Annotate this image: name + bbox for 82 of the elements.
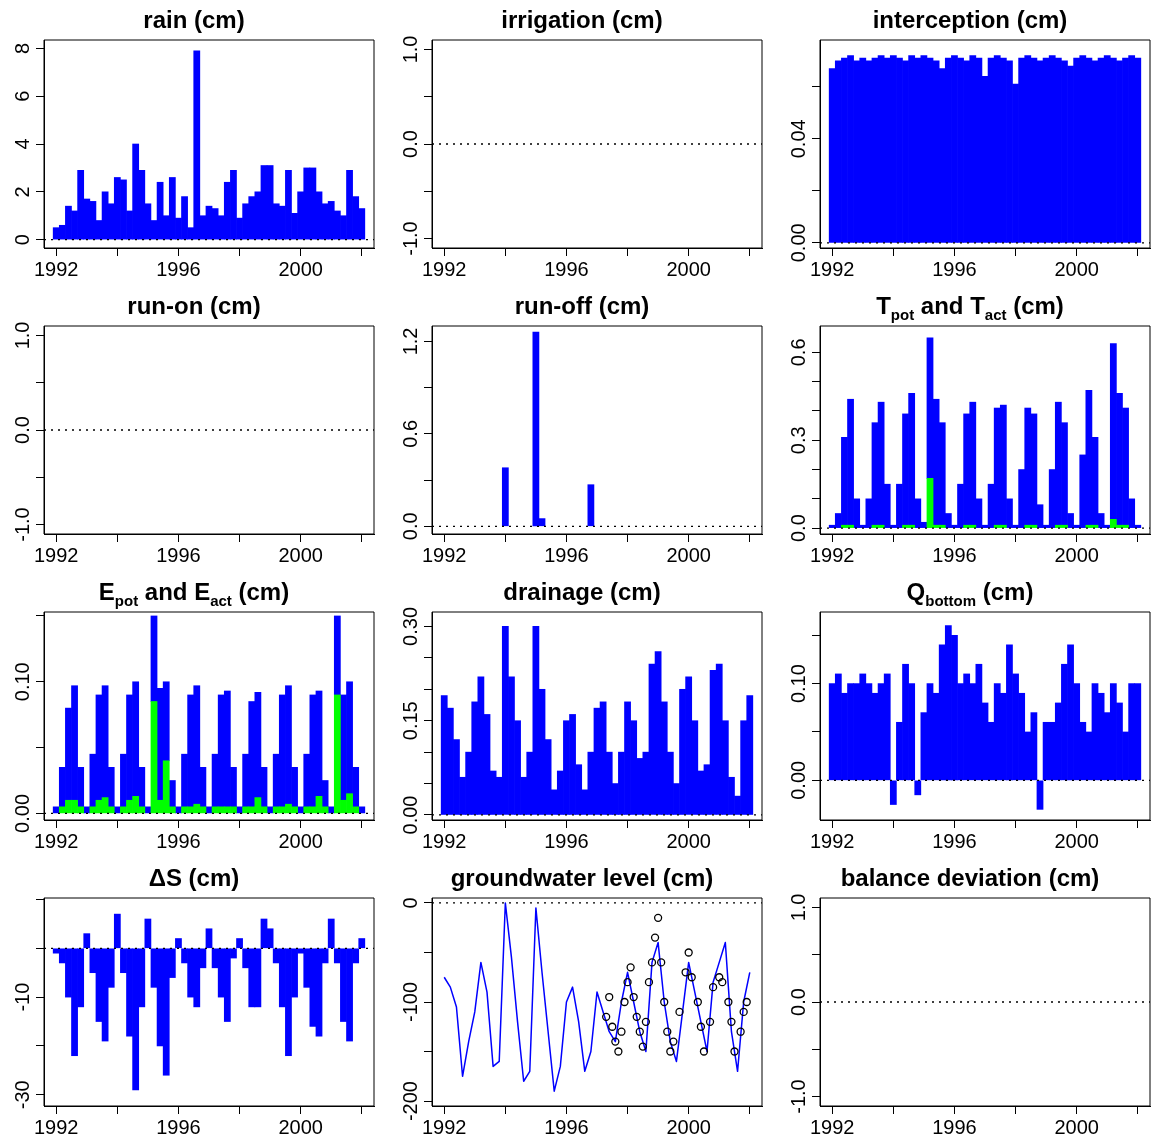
x-tick-label: 1992	[421, 1115, 467, 1138]
y-tick-label: 0.00	[10, 793, 33, 833]
y-tick-label: -30	[10, 1080, 33, 1110]
y-tick-label: -100	[398, 981, 421, 1023]
y-tick-label: 6	[10, 90, 33, 102]
y-tick-label: 0.00	[398, 795, 421, 835]
x-tick-label: 1992	[33, 543, 79, 566]
x-tick-label: 1996	[156, 543, 201, 566]
chart-title: E$_{pot}$ and E$_{act}$ (cm)	[97, 577, 291, 609]
y-tick-label: 1.0	[398, 35, 421, 64]
y-tick-label: -1.0	[10, 507, 33, 542]
x-tick-label: 1992	[421, 257, 467, 280]
chart-title: drainage (cm)	[502, 577, 662, 606]
y-tick-label: 0	[398, 897, 421, 909]
y-tick-label: 0.6	[786, 338, 809, 367]
x-tick-label: 1996	[544, 829, 589, 852]
y-tick-label: 0.6	[398, 419, 421, 448]
y-tick-label: 0.30	[398, 606, 421, 646]
x-tick-label: 2000	[1054, 257, 1099, 280]
x-tick-label: 1996	[932, 257, 977, 280]
y-tick-label: 0.10	[10, 662, 33, 702]
y-tick-label: 0.04	[786, 119, 809, 159]
y-tick-label: 0.15	[398, 701, 421, 741]
y-tick-label: 0.00	[786, 223, 809, 263]
y-tick-label: 0.0	[398, 130, 421, 158]
x-tick-label: 1996	[932, 1115, 977, 1138]
x-tick-label: 1996	[156, 829, 201, 852]
x-tick-label: 2000	[278, 1115, 323, 1138]
x-tick-label: 1996	[544, 543, 589, 566]
y-tick-label: 0.0	[786, 988, 809, 1016]
chart-title: ΔS (cm)	[147, 863, 241, 892]
x-tick-label: 2000	[1054, 829, 1099, 852]
x-tick-label: 1992	[809, 543, 855, 566]
x-tick-label: 1992	[421, 829, 467, 852]
x-tick-label: 2000	[1054, 1115, 1099, 1138]
y-tick-label: -200	[398, 1081, 421, 1122]
x-tick-label: 2000	[666, 543, 711, 566]
x-tick-label: 2000	[666, 1115, 711, 1138]
chart-title: run-off (cm)	[513, 291, 651, 320]
x-tick-label: 1992	[421, 543, 467, 566]
chart-title: groundwater level (cm)	[449, 863, 715, 892]
x-tick-label: 1992	[33, 829, 79, 852]
y-tick-label: 4	[10, 138, 33, 150]
x-tick-label: 2000	[278, 543, 323, 566]
x-tick-label: 1992	[33, 1115, 79, 1138]
x-tick-label: 1996	[544, 1115, 589, 1138]
x-tick-label: 2000	[666, 257, 711, 280]
chart-title: rain (cm)	[142, 5, 246, 34]
x-tick-label: 1992	[33, 257, 79, 280]
chart-title: interception (cm)	[871, 5, 1069, 34]
x-tick-label: 1992	[809, 829, 855, 852]
y-tick-label: 0	[10, 234, 33, 246]
y-tick-label: 0.0	[786, 514, 809, 543]
y-tick-label: -1.0	[398, 221, 421, 256]
y-tick-label: 0.0	[398, 512, 421, 541]
x-tick-label: 1992	[809, 1115, 855, 1138]
chart-title: balance deviation (cm)	[839, 863, 1101, 892]
x-tick-label: 1996	[156, 257, 201, 280]
y-tick-label: 2	[10, 186, 33, 198]
y-tick-label: 0.10	[786, 664, 809, 704]
x-tick-label: 1992	[809, 257, 855, 280]
x-tick-label: 2000	[1054, 543, 1099, 566]
x-tick-label: 2000	[666, 829, 711, 852]
y-tick-label: 0.00	[786, 760, 809, 800]
x-tick-label: 2000	[278, 257, 323, 280]
y-tick-label: -1.0	[786, 1079, 809, 1114]
y-tick-label: 0.0	[10, 416, 33, 444]
chart-title: Q$_{bottom}$ (cm)	[905, 577, 1035, 609]
x-tick-label: 1996	[156, 1115, 201, 1138]
y-tick-label: 1.0	[786, 893, 809, 922]
chart-title: irrigation (cm)	[500, 5, 664, 34]
chart-title: T$_{pot}$ and T$_{act}$ (cm)	[875, 291, 1065, 323]
chart-title: run-on (cm)	[126, 291, 262, 320]
x-tick-label: 1996	[932, 829, 977, 852]
x-tick-label: 1996	[544, 257, 589, 280]
x-tick-label: 1996	[932, 543, 977, 566]
y-tick-label: 8	[10, 42, 33, 54]
y-tick-label: 0.3	[786, 426, 809, 455]
y-tick-label: 1.0	[10, 321, 33, 350]
y-tick-label: -10	[10, 982, 33, 1012]
y-tick-label: 1.2	[398, 327, 421, 356]
x-tick-label: 2000	[278, 829, 323, 852]
